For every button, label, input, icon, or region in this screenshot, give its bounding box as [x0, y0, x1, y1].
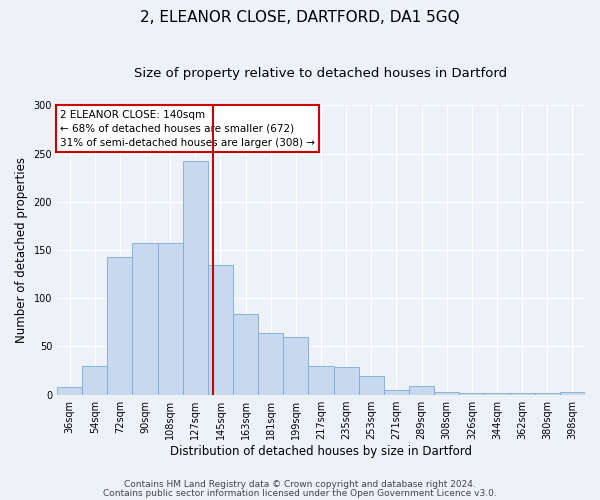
Text: 2 ELEANOR CLOSE: 140sqm
← 68% of detached houses are smaller (672)
31% of semi-d: 2 ELEANOR CLOSE: 140sqm ← 68% of detache…	[59, 110, 314, 148]
Bar	[434, 392, 459, 394]
Bar	[535, 393, 560, 394]
Text: 2, ELEANOR CLOSE, DARTFORD, DA1 5GQ: 2, ELEANOR CLOSE, DARTFORD, DA1 5GQ	[140, 10, 460, 25]
Bar	[560, 392, 585, 394]
Bar	[459, 393, 484, 394]
Bar	[384, 390, 409, 394]
Bar	[359, 376, 384, 394]
Bar	[233, 314, 258, 394]
Bar	[308, 366, 334, 394]
Bar	[183, 161, 208, 394]
Y-axis label: Number of detached properties: Number of detached properties	[15, 157, 28, 343]
Text: Contains HM Land Registry data © Crown copyright and database right 2024.: Contains HM Land Registry data © Crown c…	[124, 480, 476, 489]
Bar	[283, 337, 308, 394]
Bar	[133, 243, 158, 394]
X-axis label: Distribution of detached houses by size in Dartford: Distribution of detached houses by size …	[170, 444, 472, 458]
Bar	[409, 386, 434, 394]
Bar	[158, 243, 183, 394]
Bar	[57, 387, 82, 394]
Bar	[334, 366, 359, 394]
Bar	[82, 366, 107, 394]
Bar	[509, 393, 535, 394]
Bar	[208, 266, 233, 394]
Title: Size of property relative to detached houses in Dartford: Size of property relative to detached ho…	[134, 68, 508, 80]
Bar	[258, 333, 283, 394]
Text: Contains public sector information licensed under the Open Government Licence v3: Contains public sector information licen…	[103, 488, 497, 498]
Bar	[484, 393, 509, 394]
Bar	[107, 256, 133, 394]
